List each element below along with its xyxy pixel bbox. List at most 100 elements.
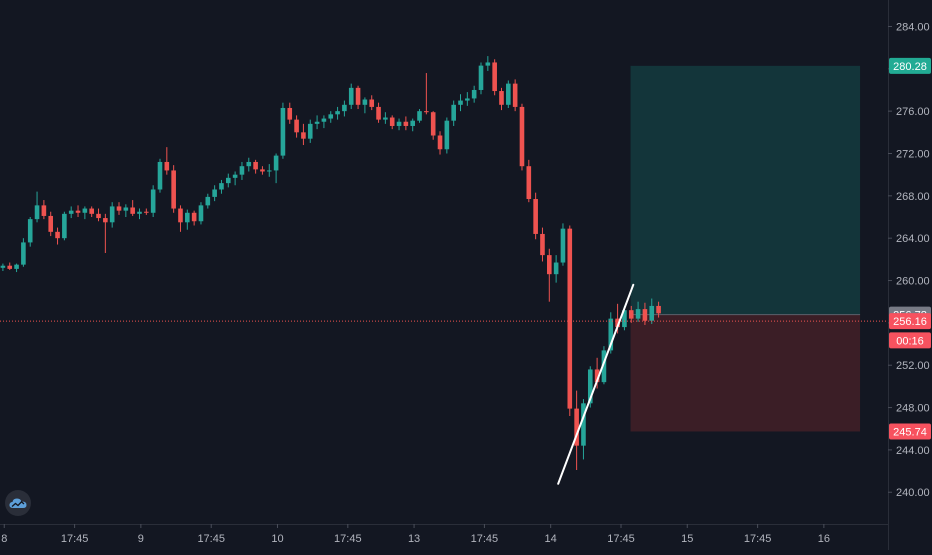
candle — [48, 211, 54, 237]
candle — [321, 115, 327, 129]
candle-body — [492, 62, 497, 92]
candle — [574, 390, 579, 471]
candle — [656, 301, 661, 318]
candle-body — [123, 207, 129, 211]
time-tick-label: 14 — [545, 533, 557, 545]
candle-body — [150, 189, 156, 213]
candle — [260, 166, 265, 175]
candle-body — [144, 211, 149, 213]
candle — [280, 102, 286, 159]
price-axis[interactable]: 240.00244.00248.00252.00256.00260.00264.… — [888, 0, 932, 550]
candle-body — [451, 104, 456, 121]
candle — [485, 56, 491, 71]
candle-body — [41, 205, 47, 216]
time-axis[interactable]: 8 17:45 9 17:45 10 17:45 13 17:45 14 17:45 15 17:45… — [0, 524, 888, 550]
time-tick-label: 17:45 — [61, 533, 89, 545]
candle-body — [635, 309, 641, 319]
candle — [526, 159, 532, 203]
price-tick-label: 252.00 — [896, 360, 930, 372]
candle — [191, 210, 197, 226]
candle-body — [273, 155, 279, 171]
candle-body — [526, 166, 532, 200]
price-tick-label: 284.00 — [896, 21, 930, 33]
tradingview-logo[interactable] — [5, 490, 31, 516]
candle — [178, 205, 183, 232]
candle — [266, 164, 272, 177]
candle-body — [540, 233, 545, 256]
candle — [342, 100, 347, 117]
candle-body — [314, 121, 320, 124]
candle — [62, 211, 67, 241]
candle-body — [212, 189, 217, 197]
price-tag-background — [889, 332, 931, 349]
price-tick-label: 260.00 — [896, 276, 930, 288]
candle — [437, 131, 443, 155]
candle — [144, 208, 149, 215]
candle — [7, 262, 13, 270]
candle — [212, 185, 217, 202]
candle — [198, 202, 204, 225]
candle-body — [27, 219, 33, 243]
candle — [567, 225, 573, 417]
candle-body — [198, 205, 204, 222]
candle-body — [7, 265, 13, 269]
candle — [41, 200, 47, 220]
candle-body — [191, 212, 197, 222]
candle — [287, 102, 293, 124]
candle-body — [137, 211, 142, 214]
candle — [27, 217, 33, 247]
candle-body — [75, 210, 81, 213]
candle — [417, 109, 422, 123]
candle — [458, 94, 463, 112]
candle — [137, 208, 142, 220]
candle — [157, 158, 163, 193]
candle — [82, 206, 88, 220]
candle — [185, 209, 190, 230]
candle-body — [396, 121, 402, 126]
candle-body — [581, 403, 586, 446]
candle-body — [62, 213, 67, 239]
candle — [328, 111, 334, 123]
candle — [103, 213, 108, 254]
price-tag: 256.16 — [889, 313, 931, 330]
candle — [130, 200, 135, 216]
candle-body — [485, 62, 491, 66]
candle-body — [389, 117, 395, 126]
candle-body — [369, 99, 375, 107]
candle — [389, 115, 395, 130]
candle — [150, 185, 156, 218]
candle — [273, 153, 279, 184]
time-tick-label: 17:45 — [471, 533, 499, 545]
candle-body — [232, 174, 238, 178]
candle — [335, 106, 340, 120]
candle — [116, 202, 122, 215]
candle-body — [567, 228, 573, 409]
time-tick-label: 16 — [818, 533, 830, 545]
candle — [55, 227, 60, 245]
candle — [21, 238, 26, 267]
candle-body — [14, 264, 19, 269]
candle-body — [444, 120, 450, 150]
price-axis-background — [888, 0, 932, 550]
candle-body — [649, 305, 655, 321]
candle — [123, 204, 129, 218]
candle-body — [225, 177, 231, 184]
candle — [410, 118, 415, 132]
price-tag: 280.28 — [889, 57, 931, 74]
candle-body — [499, 91, 504, 105]
candle-body — [608, 318, 614, 351]
candle — [499, 87, 504, 111]
time-tick-label: 15 — [681, 533, 693, 545]
candle-body — [253, 161, 258, 170]
candle-body — [506, 83, 511, 105]
candle — [355, 85, 361, 110]
candle — [246, 157, 252, 172]
candle — [301, 123, 306, 146]
candle — [109, 202, 115, 228]
candle-body — [68, 210, 74, 214]
candle — [581, 399, 586, 460]
candle — [403, 116, 409, 131]
price-tick-label: 268.00 — [896, 191, 930, 203]
candle-body — [430, 112, 436, 136]
